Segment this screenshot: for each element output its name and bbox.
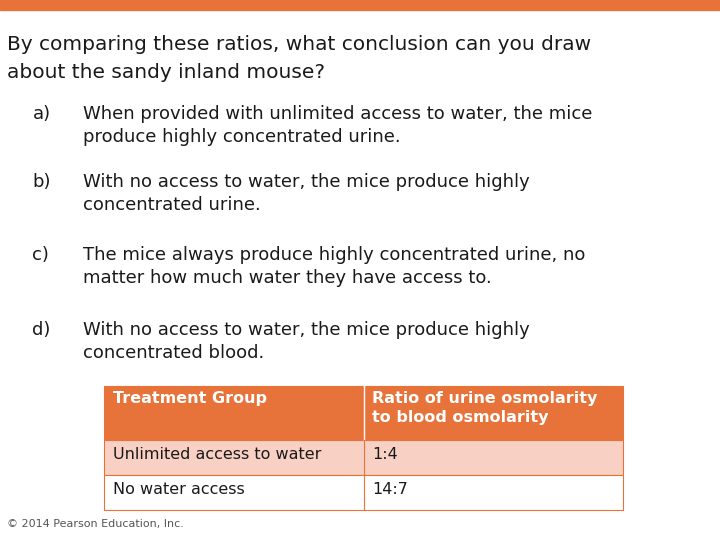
Text: c): c) <box>32 246 49 264</box>
Text: a): a) <box>32 105 50 123</box>
Text: By comparing these ratios, what conclusion can you draw: By comparing these ratios, what conclusi… <box>7 35 591 54</box>
Bar <box>104 440 623 475</box>
Text: 1:4: 1:4 <box>372 447 398 462</box>
Bar <box>104 386 623 440</box>
Text: The mice always produce highly concentrated urine, no
matter how much water they: The mice always produce highly concentra… <box>83 246 585 287</box>
Text: When provided with unlimited access to water, the mice
produce highly concentrat: When provided with unlimited access to w… <box>83 105 592 146</box>
Text: No water access: No water access <box>113 482 245 497</box>
Text: Treatment Group: Treatment Group <box>113 392 267 407</box>
Text: d): d) <box>32 321 51 339</box>
Bar <box>104 475 623 510</box>
Text: With no access to water, the mice produce highly
concentrated blood.: With no access to water, the mice produc… <box>83 321 529 362</box>
Text: 14:7: 14:7 <box>372 482 408 497</box>
Text: © 2014 Pearson Education, Inc.: © 2014 Pearson Education, Inc. <box>7 519 184 529</box>
Text: b): b) <box>32 173 51 191</box>
Text: With no access to water, the mice produce highly
concentrated urine.: With no access to water, the mice produc… <box>83 173 529 214</box>
Text: about the sandy inland mouse?: about the sandy inland mouse? <box>7 63 325 82</box>
Text: Unlimited access to water: Unlimited access to water <box>113 447 321 462</box>
Text: Ratio of urine osmolarity
to blood osmolarity: Ratio of urine osmolarity to blood osmol… <box>372 392 598 425</box>
